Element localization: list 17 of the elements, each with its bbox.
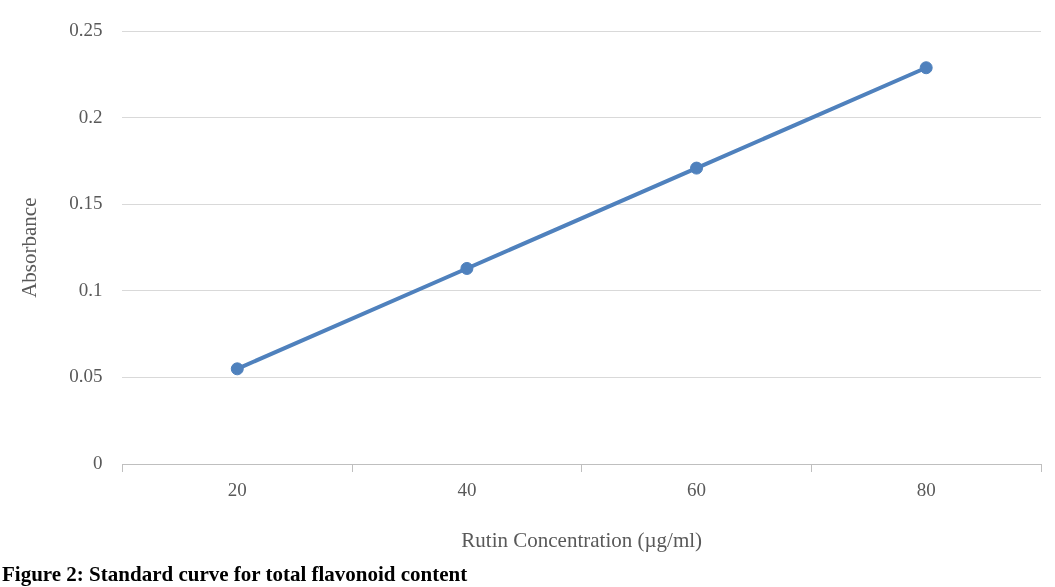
caption: Figure 2: Standard curve for total flavonoid content: [2, 562, 468, 587]
y-tick-label: 0: [92, 451, 103, 473]
point: [919, 61, 933, 75]
x-tick-label: 40: [457, 479, 477, 501]
point: [690, 161, 704, 175]
x-tick-label: 20: [227, 479, 247, 501]
x-tick-label: 80: [916, 479, 936, 501]
y-tick-label: 0.15: [69, 192, 103, 214]
y-axis-title: Absorbance: [17, 197, 42, 298]
point: [460, 261, 474, 275]
x-axis-title: Rutin Concentration (µg/ml): [461, 527, 703, 552]
y-tick-label: 0.25: [69, 19, 103, 41]
y-tick-label: 0.05: [69, 365, 103, 387]
point: [230, 362, 244, 376]
y-tick-label: 0.2: [78, 105, 103, 127]
y-tick-label: 0.1: [78, 278, 103, 300]
x-tick-label: 60: [687, 479, 707, 501]
